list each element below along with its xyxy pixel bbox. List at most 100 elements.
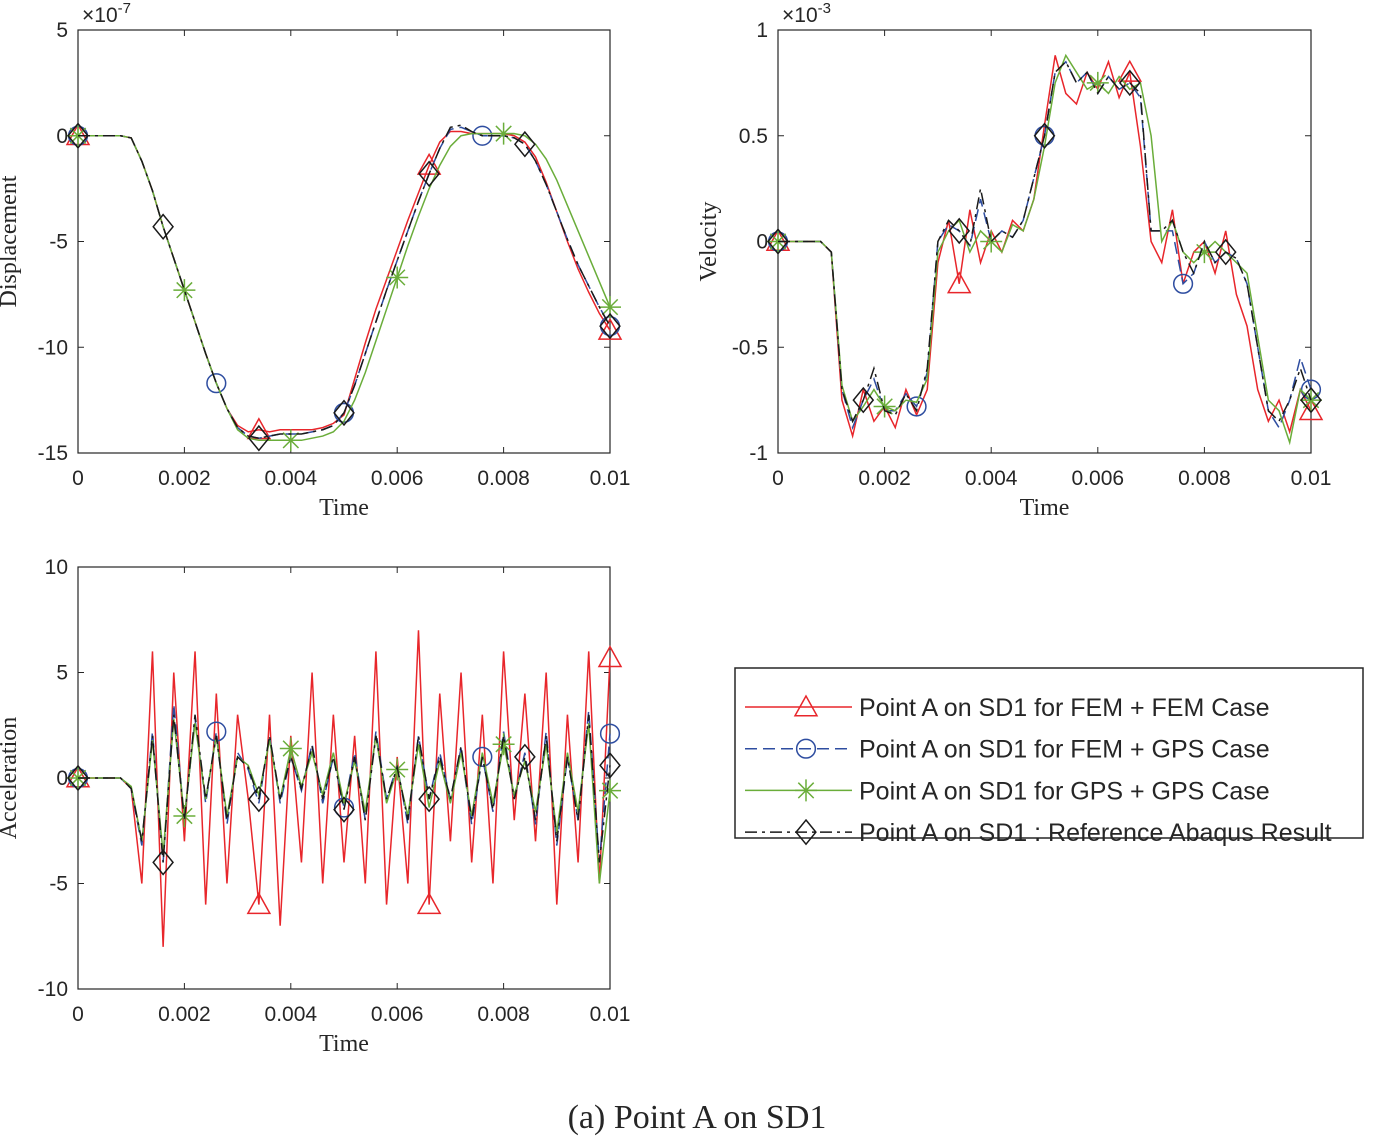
marker (173, 279, 196, 302)
marker (418, 785, 440, 813)
x-tick-label: 0.002 (158, 467, 211, 490)
marker (1086, 71, 1109, 94)
marker (1118, 69, 1141, 97)
marker (906, 396, 927, 417)
marker (333, 796, 355, 823)
x-tick-label: 0 (72, 1003, 84, 1026)
marker (333, 399, 355, 427)
y-axis-label: Acceleration (0, 717, 22, 840)
y-axis-label: Velocity (696, 202, 722, 282)
y-tick-label: -5 (49, 873, 68, 896)
exponent-base: ×10 (782, 4, 818, 27)
x-tick-label: 0.008 (1178, 467, 1231, 490)
marker (599, 296, 621, 319)
marker (248, 424, 270, 452)
marker (1172, 273, 1194, 294)
legend-marker (793, 694, 819, 717)
x-tick-label: 0.008 (477, 467, 530, 490)
y-tick-label: -1 (749, 442, 768, 465)
axis-exponent: ×10-7 (82, 0, 131, 27)
marker (416, 892, 442, 915)
marker (418, 160, 440, 188)
x-tick-label: 0 (72, 467, 84, 490)
marker (599, 312, 621, 340)
marker (248, 785, 270, 813)
marker (67, 764, 89, 792)
legend-box (734, 667, 1364, 839)
x-tick-label: 0.006 (1072, 467, 1125, 490)
axes-box (77, 566, 611, 990)
x-axis-label: Time (319, 495, 369, 521)
marker (1193, 241, 1216, 264)
x-tick-label: 0.004 (265, 467, 318, 490)
caption: (a) Point A on SD1 (568, 1099, 827, 1136)
legend-marker (795, 779, 817, 802)
marker (472, 746, 493, 768)
x-tick-label: 0.006 (371, 1003, 424, 1026)
marker (67, 122, 89, 150)
axes-box (77, 29, 611, 454)
legend-marker (795, 738, 817, 759)
marker (246, 892, 272, 915)
y-axis-label: Displacement (0, 175, 22, 307)
series-line (78, 714, 611, 863)
y-tick-label: 5 (56, 19, 68, 42)
marker (514, 130, 536, 158)
x-tick-label: 0.01 (1291, 467, 1332, 490)
marker (1117, 59, 1143, 82)
axis-exponent: ×10-3 (782, 0, 831, 27)
marker (152, 213, 174, 240)
marker (980, 230, 1003, 253)
legend-label: Point A on SD1 for FEM + FEM Case (859, 694, 1270, 722)
x-tick-label: 0 (772, 467, 784, 490)
x-tick-label: 0.008 (477, 1003, 530, 1026)
marker (1298, 398, 1324, 421)
marker (152, 849, 174, 876)
marker (873, 395, 896, 418)
marker (492, 122, 515, 145)
series-line (778, 53, 1312, 446)
y-tick-label: 10 (45, 556, 68, 579)
legend-marker (795, 818, 817, 846)
x-tick-label: 0.004 (265, 1003, 318, 1026)
y-tick-label: -15 (38, 442, 68, 465)
marker (206, 373, 227, 394)
x-tick-label: 0.006 (371, 467, 424, 490)
y-tick-label: 5 (56, 662, 68, 685)
marker (767, 228, 789, 255)
series-line (78, 124, 611, 439)
marker (279, 429, 302, 452)
y-tick-label: -10 (38, 978, 68, 1001)
y-tick-label: 0.5 (739, 125, 768, 148)
legend-label: Point A on SD1 for GPS + GPS Case (859, 777, 1270, 805)
x-tick-label: 0.002 (158, 1003, 211, 1026)
x-tick-label: 0.002 (858, 467, 911, 490)
y-tick-label: 0 (756, 231, 768, 254)
marker (948, 217, 971, 245)
y-tick-label: -0.5 (732, 336, 768, 359)
marker (599, 723, 621, 744)
axes-box (777, 29, 1312, 454)
marker (599, 779, 621, 802)
series-line (778, 60, 1312, 424)
exponent-base: ×10 (82, 4, 118, 27)
marker (279, 737, 302, 760)
y-tick-label: 1 (756, 19, 768, 42)
x-tick-label: 0.004 (965, 467, 1018, 490)
legend-label: Point A on SD1 for FEM + GPS Case (859, 736, 1270, 764)
marker (386, 266, 409, 289)
y-tick-label: 0 (56, 125, 68, 148)
y-tick-label: -10 (38, 336, 68, 359)
x-tick-label: 0.01 (590, 1003, 631, 1026)
marker (492, 733, 515, 756)
legend-label: Point A on SD1 : Reference Abaqus Result (859, 819, 1332, 847)
y-tick-label: -5 (49, 231, 68, 254)
marker (597, 645, 623, 668)
marker (1033, 122, 1056, 150)
exponent-power: -3 (818, 0, 831, 17)
marker (1214, 238, 1237, 266)
x-axis-label: Time (319, 1031, 369, 1057)
marker (1300, 386, 1322, 414)
x-tick-label: 0.01 (590, 467, 631, 490)
